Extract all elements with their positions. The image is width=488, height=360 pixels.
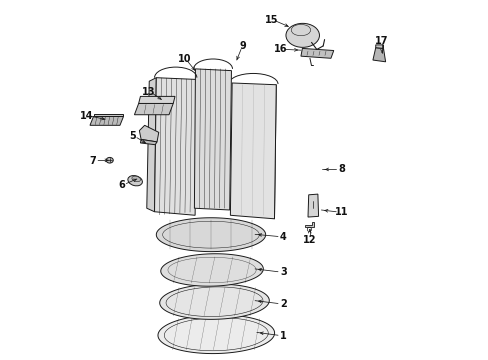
- Text: 14: 14: [80, 111, 94, 121]
- Text: 12: 12: [303, 235, 316, 245]
- Polygon shape: [307, 194, 318, 217]
- Text: 5: 5: [129, 131, 136, 141]
- Text: 3: 3: [279, 267, 286, 277]
- Ellipse shape: [132, 176, 140, 182]
- Polygon shape: [375, 45, 383, 48]
- Polygon shape: [140, 139, 157, 145]
- Polygon shape: [158, 315, 274, 354]
- Polygon shape: [160, 284, 269, 319]
- Polygon shape: [93, 114, 123, 117]
- Polygon shape: [139, 125, 159, 142]
- Polygon shape: [194, 69, 231, 210]
- Polygon shape: [146, 78, 156, 212]
- Polygon shape: [305, 222, 313, 226]
- Text: 1: 1: [279, 331, 286, 341]
- Text: 7: 7: [89, 156, 96, 166]
- Polygon shape: [139, 96, 175, 103]
- Polygon shape: [161, 254, 263, 286]
- Text: 9: 9: [239, 41, 246, 51]
- Polygon shape: [90, 117, 123, 125]
- Text: 13: 13: [142, 87, 155, 96]
- Polygon shape: [156, 218, 265, 252]
- Polygon shape: [134, 103, 173, 115]
- Polygon shape: [230, 83, 276, 219]
- Polygon shape: [154, 78, 197, 215]
- Text: 4: 4: [279, 232, 286, 242]
- Polygon shape: [270, 85, 276, 219]
- Text: 17: 17: [375, 36, 388, 46]
- Ellipse shape: [127, 176, 142, 186]
- Text: 16: 16: [274, 44, 287, 54]
- Text: 10: 10: [178, 54, 191, 64]
- Text: 8: 8: [337, 165, 344, 174]
- Text: 2: 2: [279, 299, 286, 309]
- Text: 15: 15: [264, 15, 278, 25]
- Text: 11: 11: [334, 207, 347, 217]
- Ellipse shape: [106, 157, 113, 163]
- Polygon shape: [372, 48, 385, 62]
- Text: 6: 6: [118, 180, 124, 190]
- Polygon shape: [300, 48, 333, 58]
- Ellipse shape: [285, 23, 319, 48]
